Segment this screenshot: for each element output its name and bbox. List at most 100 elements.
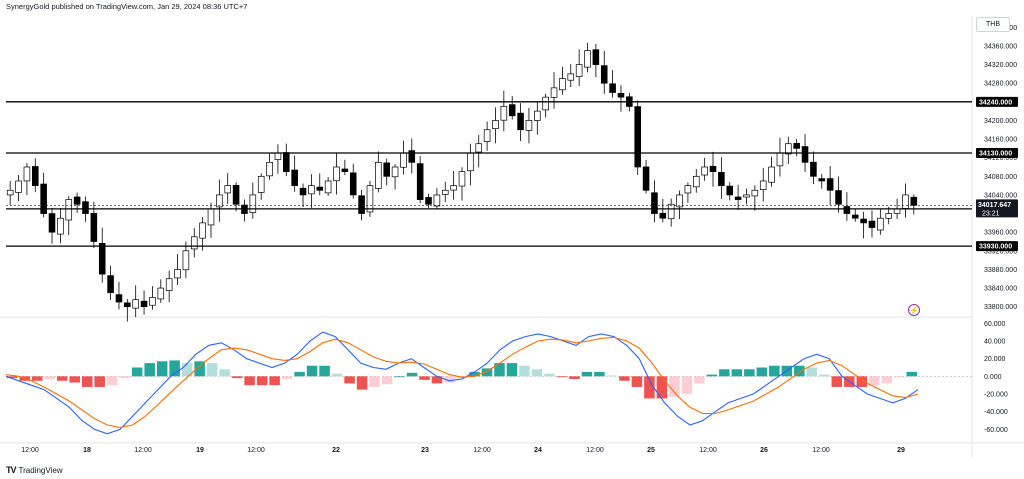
macd-tick-label: -60.000: [984, 427, 1008, 434]
time-tick-label: 12:00: [473, 447, 491, 454]
macd-histogram-bar: [81, 376, 93, 387]
signal-line: [5, 336, 919, 429]
macd-histogram-bar: [569, 376, 580, 379]
candle-up: [559, 78, 566, 91]
macd-histogram-bar: [269, 376, 280, 386]
macd-histogram-bar: [519, 365, 530, 377]
candle-down: [408, 150, 416, 163]
candle-down: [592, 49, 600, 65]
candle-up: [475, 143, 483, 153]
macd-histogram-bar: [94, 376, 105, 387]
macd-tick-label: 60.000: [984, 321, 1006, 328]
candle-up: [433, 194, 441, 207]
published-caption: SynergyGold published on TradingView.com…: [6, 2, 248, 11]
candle-up: [23, 166, 31, 182]
candle-down: [851, 214, 859, 219]
price-tick-label: 34320.000: [984, 62, 1017, 69]
candle-up: [575, 64, 583, 77]
macd-histogram-bar: [119, 376, 130, 379]
candle-down: [793, 142, 800, 149]
macd-histogram-bar: [806, 367, 818, 377]
candle-up: [534, 110, 541, 121]
candle-down: [316, 186, 324, 191]
macd-histogram-bar: [356, 376, 368, 390]
candle-down: [659, 212, 667, 219]
currency-button[interactable]: THB: [976, 17, 1010, 32]
candle-up: [257, 175, 265, 193]
macd-tick-label: -40.000: [984, 409, 1008, 416]
candle-up: [157, 287, 165, 300]
candle-up: [768, 166, 775, 183]
macd-tick-label: -20.000: [984, 392, 1008, 399]
lightning-icon[interactable]: ⚡: [908, 304, 920, 316]
time-tick-label: 23: [421, 447, 429, 454]
macd-histogram-bar: [281, 376, 293, 379]
candle-down: [291, 169, 298, 186]
macd-histogram-bar: [619, 376, 630, 381]
macd-histogram-bar: [394, 376, 405, 378]
candle-up: [199, 222, 206, 239]
level-price-label: 34130.000: [979, 151, 1012, 158]
candle-down: [843, 206, 851, 214]
macd-histogram-bar: [756, 367, 768, 377]
macd-histogram-bar: [256, 376, 268, 386]
candle-up: [333, 166, 340, 182]
tradingview-logo-icon: TV: [6, 465, 16, 475]
level-price-tag: [976, 96, 1018, 107]
macd-histogram-bar: [131, 367, 143, 377]
candle-down: [48, 213, 56, 233]
candle-down: [98, 242, 106, 275]
tradingview-footer[interactable]: TV TradingView: [6, 465, 63, 475]
candle-down: [124, 302, 131, 308]
candle-down: [600, 65, 608, 84]
countdown-label: 23:21: [982, 210, 1000, 217]
candle-up: [15, 180, 22, 193]
level-price-label: 34240.000: [979, 99, 1012, 106]
candle-up: [467, 152, 474, 172]
candle-up: [776, 152, 784, 167]
macd-histogram-bar: [56, 376, 68, 381]
candle-up: [542, 96, 549, 111]
candle-down: [868, 220, 876, 228]
price-tick-label: 34120.000: [984, 155, 1017, 162]
time-tick-label: 22: [332, 447, 340, 454]
candle-down: [299, 187, 307, 196]
candle-down: [90, 212, 98, 242]
candle-up: [759, 180, 767, 190]
macd-histogram-bar: [406, 372, 418, 377]
macd-histogram-bar: [506, 363, 518, 377]
time-tick-label: 12:00: [134, 447, 152, 454]
macd-histogram-bar: [344, 376, 355, 384]
macd-histogram-bar: [469, 371, 480, 377]
price-tick-label: 34160.000: [984, 137, 1017, 144]
candle-down: [349, 172, 357, 196]
candle-up: [249, 194, 257, 213]
candle-up: [57, 217, 64, 235]
macd-histogram-bar: [31, 376, 43, 381]
macd-histogram-bar: [894, 376, 905, 378]
macd-histogram-bar: [731, 369, 743, 377]
candle-up: [224, 185, 232, 194]
candle-down: [82, 201, 89, 214]
candle-up: [893, 208, 901, 214]
macd-histogram-bar: [231, 376, 243, 379]
candle-up: [458, 171, 466, 187]
candle-up: [785, 143, 792, 155]
candle-up: [492, 120, 499, 129]
candle-up: [584, 50, 591, 68]
macd-histogram-bar: [856, 376, 868, 387]
time-tick-label: 24: [534, 447, 542, 454]
candle-down: [73, 196, 81, 205]
candle-up: [182, 250, 190, 271]
candle-up: [567, 73, 575, 81]
macd-histogram-bar: [194, 361, 205, 377]
candle-down: [910, 196, 918, 206]
candle-down: [617, 93, 625, 98]
candle-down: [425, 197, 432, 205]
macd-histogram-bar: [881, 376, 893, 384]
candle-up: [550, 87, 558, 98]
price-tick-label: 34040.000: [984, 192, 1017, 199]
candle-down: [726, 185, 734, 196]
